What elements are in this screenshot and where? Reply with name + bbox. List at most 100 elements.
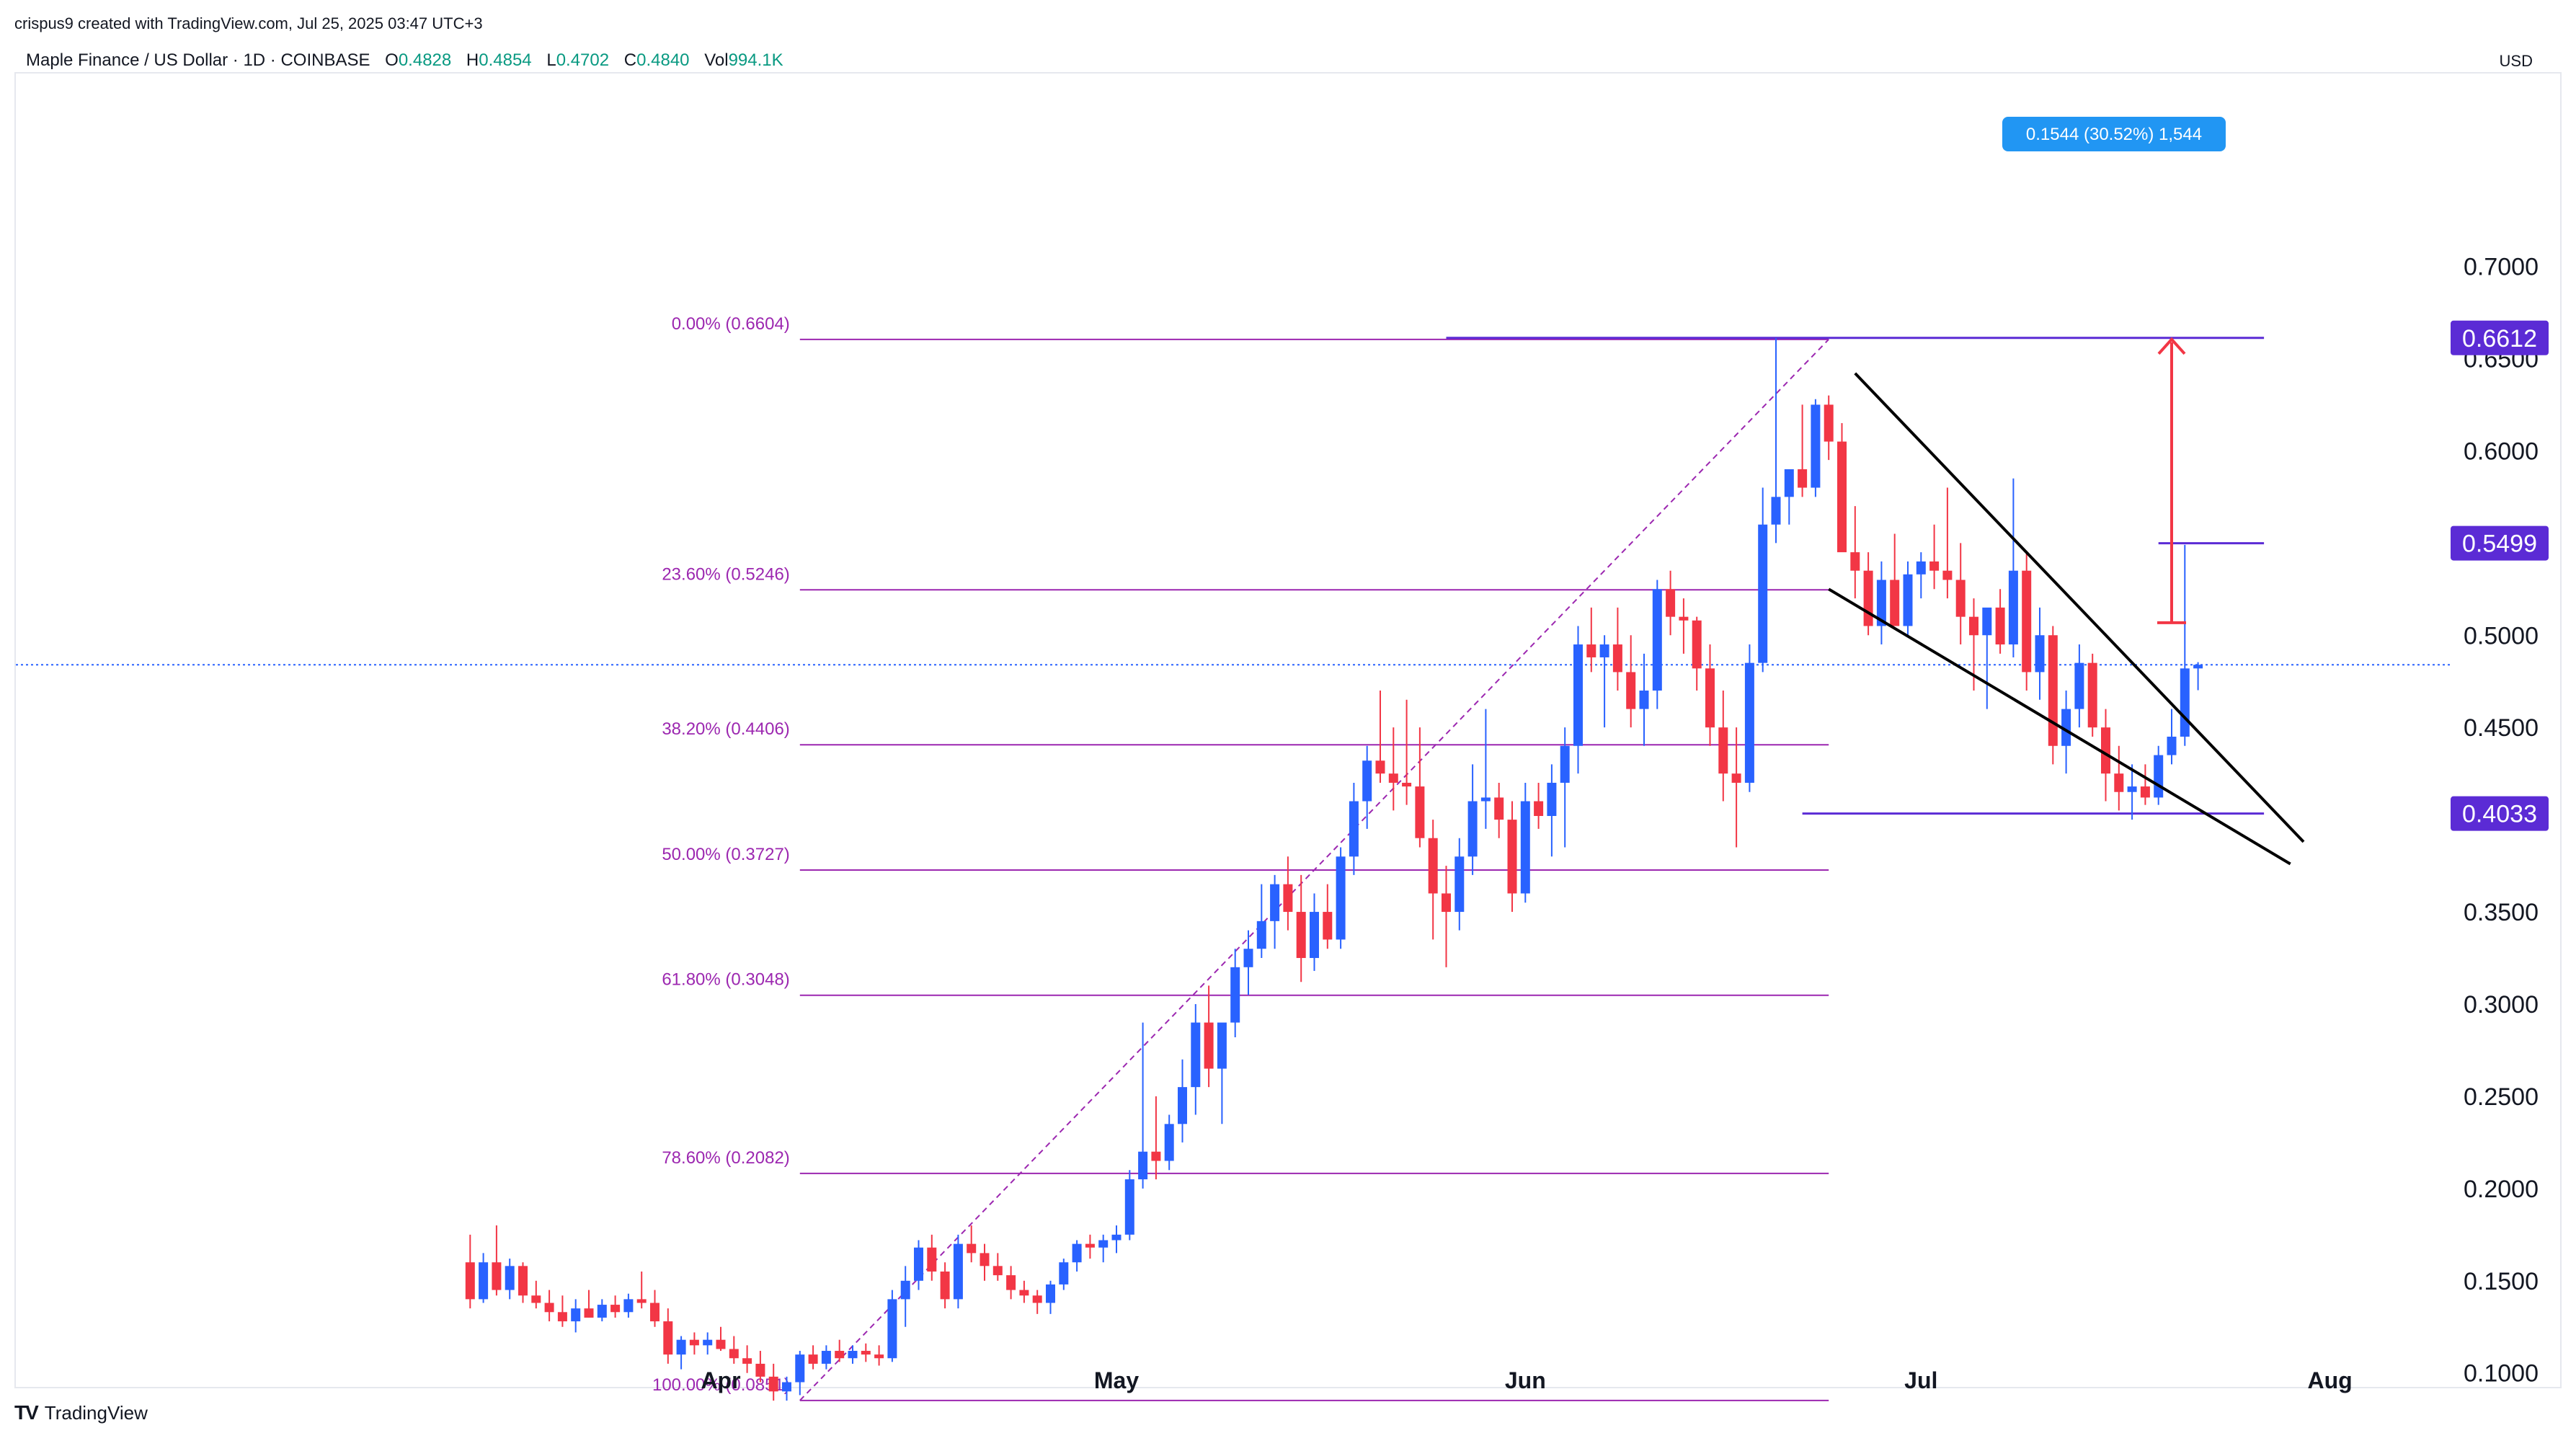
fib-level-label: 23.60% (0.5246) [662,564,789,584]
candle-body [1507,820,1517,894]
price-badge[interactable] [2451,525,2549,561]
candle-body [1995,607,2005,645]
candle-body [2022,570,2032,673]
wedge-trendline[interactable] [1854,372,2305,843]
candle [808,1345,818,1370]
candle [861,1343,871,1362]
candle [1046,1280,1055,1314]
candle-body [1811,404,1821,488]
candle [729,1336,739,1364]
candle [2154,745,2164,805]
candle [1310,893,1319,971]
candle [1283,856,1293,931]
candle [505,1259,515,1300]
candle [1652,580,1662,709]
candle [1798,404,1808,497]
candle [1547,764,1557,857]
candle [1467,764,1478,875]
price-badge-label: 0.4033 [2462,801,2537,828]
candle-body [1349,801,1359,857]
price-axis[interactable]: 0.70000.65000.60000.55000.50000.45000.40… [2451,254,2549,1433]
fib-trend-line[interactable] [799,339,1829,1401]
candle [1679,598,1689,654]
candle [1336,847,1346,949]
candle-body [1442,893,1451,913]
candle [716,1326,726,1352]
drawing-lines[interactable] [16,337,2451,815]
month-tick-label: May [1094,1367,1139,1393]
time-axis[interactable]: Apr May Jun Jul Aug [701,1367,2352,1393]
open-label: O [385,50,399,70]
candle-body [636,1299,647,1303]
candle-body [623,1299,634,1313]
price-badge[interactable] [2451,320,2549,355]
candle [703,1332,713,1355]
candle-body [1718,727,1728,774]
candle-body [1111,1234,1122,1241]
candle-body [755,1363,765,1377]
candle-body [1006,1275,1016,1290]
low-label: L [546,50,556,70]
candle-body [1283,884,1293,913]
candle [1415,727,1425,848]
candle-body [2048,635,2058,746]
candle-body [1138,1151,1148,1180]
candle-body [1916,561,1926,574]
candle [1955,543,1966,645]
candle [1705,644,1715,746]
candle-body [1850,552,1860,571]
currency-label[interactable]: USD [2499,52,2533,70]
price-badge-label: 0.6612 [2462,325,2537,352]
price-tick-label: 0.2000 [2464,1176,2539,1203]
price-tick-label: 0.1500 [2464,1268,2539,1295]
candle [2087,653,2097,737]
candle-body [1230,967,1240,1023]
candle [1178,1059,1187,1143]
candle [1494,782,1504,838]
footer-brand-name: TradingView [44,1401,148,1424]
candle-body [1626,672,1636,709]
wedge-trendline[interactable] [1828,587,2291,866]
drawing-overlay[interactable]: 0.1544 (30.52%) 1,544 [1828,117,2305,866]
candle-body [1982,607,1992,636]
candle-body [2074,662,2084,709]
candle [967,1225,977,1263]
candle-body [1744,662,1754,783]
candle [1758,487,1768,673]
candle-body [768,1376,778,1392]
candle [1230,949,1240,1038]
price-badge[interactable] [2451,796,2549,831]
candle-body [953,1243,963,1300]
candle [1442,866,1451,967]
candle-body [1758,524,1768,663]
candle-body [1494,797,1504,820]
candle-body [1204,1022,1214,1069]
candle [1111,1225,1122,1254]
candle-body [1388,773,1398,783]
candle [1626,635,1636,728]
measure-label-box[interactable] [2002,117,2226,151]
candle [465,1234,475,1309]
candle [1692,616,1702,691]
candle-body [1059,1262,1069,1285]
candle-body [1824,404,1834,442]
candle [518,1262,528,1303]
candle-body [808,1354,818,1364]
candle [1520,782,1530,903]
candle-body [1942,570,1953,580]
candle-body [1784,469,1794,497]
candle-body [1666,589,1676,617]
candle-body [1072,1243,1082,1263]
candle [1124,1170,1134,1241]
fibonacci-retracement[interactable]: 0.00% (0.6604) 23.60% (0.5246) 38.20% (0.4… [652,314,1829,1401]
candle-body [1402,782,1412,787]
candle-body [1375,760,1385,774]
candle [1599,635,1609,728]
candle-body [1798,469,1808,488]
candle-body [1652,589,1662,691]
candle [676,1336,686,1370]
candle [1164,1114,1174,1171]
symbol-description[interactable]: Maple Finance / US Dollar · 1D · COINBAS… [26,50,370,70]
candle-body [557,1312,567,1322]
